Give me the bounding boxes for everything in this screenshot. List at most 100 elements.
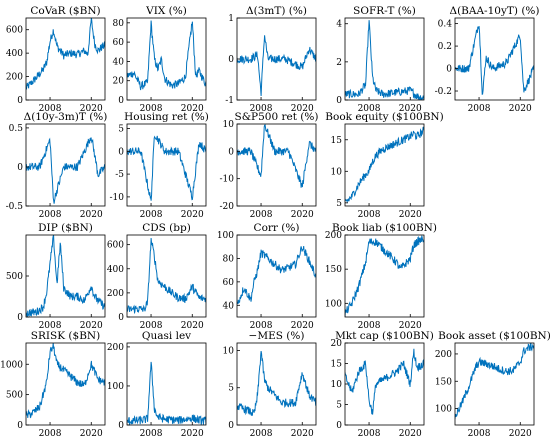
panel-title: SRISK ($BN)	[31, 330, 100, 342]
series-line	[26, 235, 105, 317]
y-tick-label: 200	[107, 343, 124, 353]
x-tick-label: 2008	[250, 210, 273, 220]
y-tick-label: -1	[225, 96, 234, 106]
x-tick-label: 2008	[140, 210, 163, 220]
y-tick-label: 200	[325, 231, 342, 241]
x-tick-label: 2008	[39, 429, 62, 439]
y-tick-label: 0.4	[438, 20, 453, 30]
y-tick-label: 0	[17, 313, 23, 323]
y-tick-label: 0	[17, 421, 23, 431]
y-tick-label: 0	[228, 147, 234, 157]
y-tick-label: 40	[113, 57, 125, 67]
x-tick-label: 2020	[80, 429, 103, 439]
panel-12: Corr (%) 40 60 80 100 2008 2020	[217, 222, 317, 331]
series-line	[237, 245, 316, 305]
panel-8: S&P500 ret (%) -20 -10 0 10 2008 2020	[220, 111, 319, 220]
x-tick-label: 2020	[291, 429, 314, 439]
x-tick-label: 2020	[80, 210, 103, 220]
series-line	[127, 361, 206, 425]
x-tick-label: 2008	[140, 429, 163, 439]
panel-title: Book liab ($100BN)	[332, 222, 437, 234]
y-tick-label: 4	[336, 20, 342, 30]
y-tick-label: 1000	[0, 360, 23, 370]
y-tick-label: -0.5	[6, 202, 24, 212]
series-line	[127, 20, 206, 91]
panel-15: Quasi lev 0 100 200 2008 2020	[107, 330, 207, 439]
y-tick-label: 500	[6, 272, 23, 282]
y-tick-label: 150	[435, 377, 452, 387]
x-tick-label: 2020	[181, 321, 204, 331]
series-line	[345, 126, 424, 203]
x-tick-label: 2008	[468, 104, 491, 114]
y-tick-label: 60	[113, 38, 125, 48]
y-tick-label: 0.2	[438, 42, 452, 52]
panel-1: CoVaR ($BN) 0 200 400 600 2008 2020	[6, 5, 106, 114]
y-tick-label: -0.2	[435, 87, 452, 97]
axes-frame	[236, 342, 317, 426]
y-tick-label: 40	[223, 301, 235, 311]
y-tick-label: 5	[118, 125, 124, 135]
y-tick-label: 200	[6, 73, 23, 83]
y-tick-label: 0	[17, 96, 23, 106]
panel-7: Housing ret (%) -10 -5 0 5 2008 2020	[110, 111, 209, 220]
series-line	[345, 20, 424, 100]
x-tick-label: 2020	[181, 429, 204, 439]
panel-title: DIP ($BN)	[38, 222, 93, 234]
x-tick-label: 2008	[358, 321, 381, 331]
y-tick-label: 200	[435, 350, 452, 360]
x-tick-label: 2008	[250, 429, 273, 439]
x-tick-label: 2008	[39, 104, 62, 114]
axes-frame	[25, 342, 106, 426]
axes-frame	[344, 17, 425, 101]
y-tick-label: 600	[6, 26, 23, 36]
axes-frame	[344, 234, 425, 318]
y-tick-label: 2	[336, 58, 342, 68]
y-tick-label: 150	[325, 265, 342, 275]
y-tick-label: 0	[228, 421, 234, 431]
series-line	[127, 135, 206, 201]
y-tick-label: 10	[223, 346, 235, 356]
panel-title: CDS (bp)	[142, 222, 191, 234]
panel-title: SOFR-T (%)	[353, 5, 416, 17]
axes-frame	[344, 342, 425, 426]
x-tick-label: 2008	[39, 210, 62, 220]
y-tick-label: 500	[6, 391, 23, 401]
axes-frame	[126, 17, 207, 101]
x-tick-label: 2008	[39, 321, 62, 331]
series-line	[127, 237, 206, 315]
y-tick-label: 80	[223, 254, 235, 264]
panel-title: Housing ret (%)	[124, 111, 209, 123]
y-tick-label: 100	[435, 405, 452, 415]
panel-9: Book equity ($100BN) 5 10 15 2008 2020	[325, 111, 443, 220]
x-tick-label: 2020	[399, 210, 422, 220]
y-tick-label: 0	[446, 65, 452, 75]
y-tick-label: 0	[17, 163, 23, 173]
series-line	[26, 18, 105, 90]
x-tick-label: 2008	[140, 104, 163, 114]
y-tick-label: 0	[118, 147, 124, 157]
panel-14: SRISK ($BN) 0 500 1000 2008 2020	[0, 330, 106, 439]
x-tick-label: 2020	[80, 104, 103, 114]
x-tick-label: 2008	[140, 321, 163, 331]
y-tick-label: 20	[113, 77, 125, 87]
axes-frame	[25, 234, 106, 318]
y-tick-label: 0	[118, 96, 124, 106]
y-tick-label: 5	[336, 199, 342, 209]
y-tick-label: 200	[107, 289, 124, 299]
y-tick-label: 10	[331, 167, 343, 177]
panel-10: DIP ($BN) 0 500 2008 2020	[6, 222, 106, 331]
panel-title: CoVaR ($BN)	[30, 5, 100, 17]
y-tick-label: 60	[223, 278, 235, 288]
x-tick-label: 2008	[250, 321, 273, 331]
x-tick-label: 2020	[181, 210, 204, 220]
axes-frame	[25, 123, 106, 207]
panel-3: Δ(3mT) (%) -1 0 1 2008 2020	[225, 5, 317, 114]
x-tick-label: 2020	[509, 104, 532, 114]
y-tick-label: 5	[336, 401, 342, 411]
x-tick-label: 2008	[358, 429, 381, 439]
y-tick-label: -10	[220, 175, 235, 185]
panel-title: Mkt cap ($100BN)	[335, 330, 434, 342]
panel-title: Corr (%)	[254, 222, 300, 234]
panel-2: VIX (%) 0 20 40 60 80 2008 2020	[113, 5, 207, 114]
series-line	[26, 343, 105, 419]
